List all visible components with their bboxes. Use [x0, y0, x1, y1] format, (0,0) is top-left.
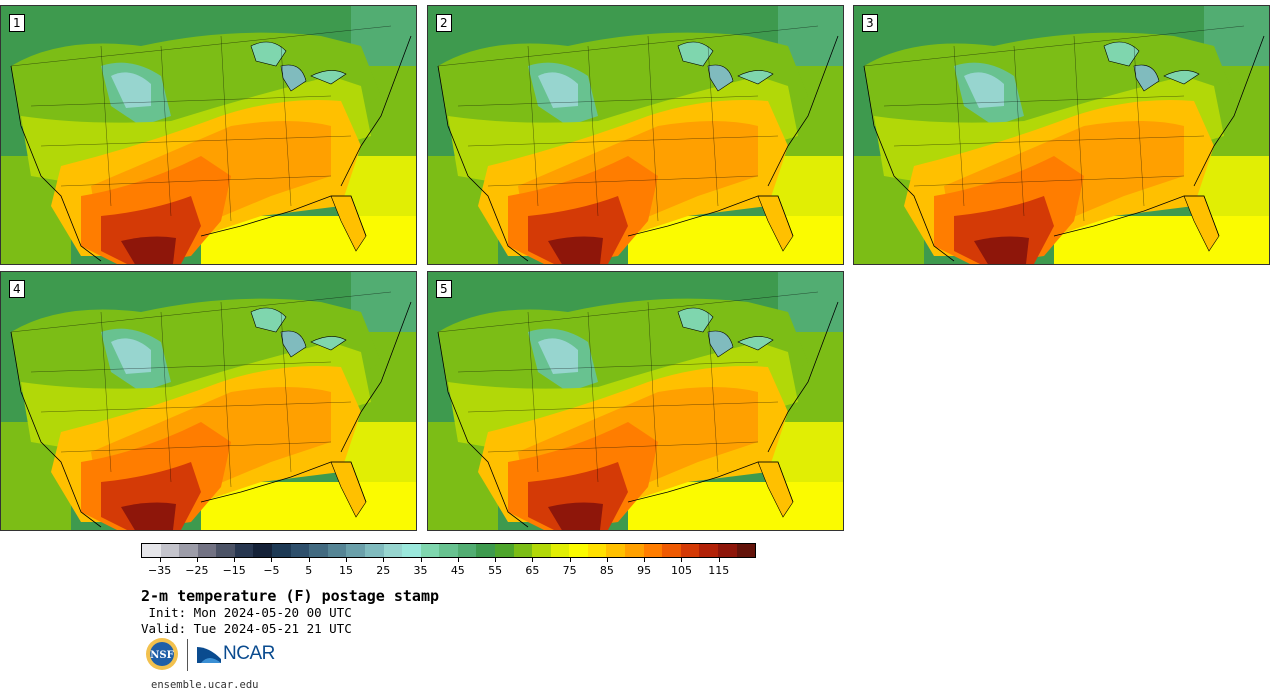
colorbar-swatch — [625, 544, 644, 557]
colorbar-swatch — [309, 544, 328, 557]
colorbar-swatch — [532, 544, 551, 557]
colorbar-tick-label: 25 — [376, 564, 391, 577]
colorbar-tick — [495, 558, 497, 562]
colorbar-swatch — [587, 544, 607, 557]
colorbar-swatch — [439, 544, 458, 557]
temperature-map — [854, 6, 1269, 264]
colorbar-tick — [234, 558, 236, 562]
colorbar-tick-label: 115 — [708, 564, 730, 577]
logos: NSF NCAR — [145, 637, 285, 675]
colorbar-swatch — [717, 544, 737, 557]
colorbar-swatch — [234, 544, 254, 557]
colorbar-tick-label: 35 — [413, 564, 428, 577]
colorbar-swatch — [476, 544, 495, 557]
ncar-logo-text: NCAR — [223, 643, 275, 664]
colorbar-swatch — [420, 544, 440, 557]
colorbar-swatch — [272, 544, 291, 557]
colorbar-tick — [383, 558, 385, 562]
colorbar-swatch — [253, 544, 273, 557]
nsf-logo: NSF — [146, 638, 178, 670]
colorbar-tick — [532, 558, 534, 562]
panel-number: 3 — [862, 14, 878, 32]
map-panel-1: 1 — [0, 5, 417, 265]
colorbar-tick-label: 5 — [305, 564, 313, 577]
colorbar-swatch — [569, 544, 588, 557]
valid-time: Valid: Tue 2024-05-21 21 UTC — [141, 621, 352, 636]
colorbar-tick — [457, 558, 459, 562]
colorbar-swatch — [513, 544, 533, 557]
colorbar-tick — [718, 558, 720, 562]
colorbar-tick-label: −5 — [263, 564, 280, 577]
colorbar-swatch — [346, 544, 365, 557]
colorbar-swatch — [402, 544, 421, 557]
colorbar-swatch — [606, 544, 626, 557]
panel-number: 5 — [436, 280, 452, 298]
colorbar-swatch — [457, 544, 477, 557]
colorbar-swatch — [550, 544, 570, 557]
colorbar-swatch — [643, 544, 663, 557]
colorbar-tick — [569, 558, 571, 562]
colorbar-swatch — [290, 544, 310, 557]
colorbar-tick-label: 95 — [637, 564, 652, 577]
colorbar-tick — [346, 558, 347, 562]
colorbar-swatch — [680, 544, 700, 557]
map-panel-5: 5 — [427, 271, 844, 531]
logo-divider — [187, 639, 188, 671]
colorbar-tick-label: 15 — [339, 564, 353, 577]
colorbar-tick-label: 55 — [488, 564, 503, 577]
panel-number: 4 — [9, 280, 25, 298]
colorbar-tick — [196, 558, 198, 562]
colorbar-tick-label: −25 — [185, 564, 209, 577]
colorbar-swatch — [364, 544, 384, 557]
colorbar-tick-label: 75 — [562, 564, 577, 577]
colorbar-tick — [420, 558, 422, 562]
page-title: 2-m temperature (F) postage stamp — [141, 587, 440, 605]
colorbar-tick-label: 45 — [450, 564, 465, 577]
colorbar-swatch — [142, 544, 161, 557]
colorbar-ticks: −35 −25 −15 −5 5 15 25 35 45 55 65 75 85 95 105 115 — [141, 558, 756, 578]
colorbar-tick — [159, 558, 161, 562]
colorbar-swatch — [699, 544, 718, 557]
colorbar-tick-label: −35 — [148, 564, 172, 577]
colorbar-swatch — [494, 544, 514, 557]
colorbar-tick-label: 85 — [599, 564, 614, 577]
temperature-map — [1, 6, 416, 264]
colorbar-swatch — [662, 544, 681, 557]
colorbar-tick-label: 105 — [670, 564, 692, 577]
site-url: ensemble.ucar.edu — [151, 679, 259, 691]
colorbar-tick-label: −15 — [222, 564, 246, 577]
colorbar-swatch — [160, 544, 180, 557]
map-panel-2: 2 — [427, 5, 844, 265]
panel-number: 2 — [436, 14, 452, 32]
temperature-map — [428, 272, 843, 530]
temperature-map — [428, 6, 843, 264]
temperature-map — [1, 272, 416, 530]
colorbar-tick — [681, 558, 683, 562]
colorbar-swatch — [179, 544, 198, 557]
colorbar-tick — [271, 558, 273, 562]
colorbar-tick — [308, 558, 310, 562]
nsf-logo-text: NSF — [150, 650, 173, 661]
panel-number: 1 — [9, 14, 25, 32]
colorbar-swatch — [327, 544, 347, 557]
colorbar-tick — [644, 558, 646, 562]
colorbar-swatch — [383, 544, 403, 557]
colorbar-swatch — [736, 544, 756, 557]
map-panel-4: 4 — [0, 271, 417, 531]
ncar-mark-icon — [197, 647, 221, 663]
init-time: Init: Mon 2024-05-20 00 UTC — [141, 605, 352, 620]
colorbar-tick — [606, 558, 608, 562]
map-panel-3: 3 — [853, 5, 1270, 265]
temperature-colorbar — [141, 543, 756, 558]
colorbar-swatch — [216, 544, 235, 557]
colorbar-swatch — [197, 544, 217, 557]
colorbar-tick-label: 65 — [525, 564, 540, 577]
ncar-logo: NCAR — [197, 643, 275, 665]
